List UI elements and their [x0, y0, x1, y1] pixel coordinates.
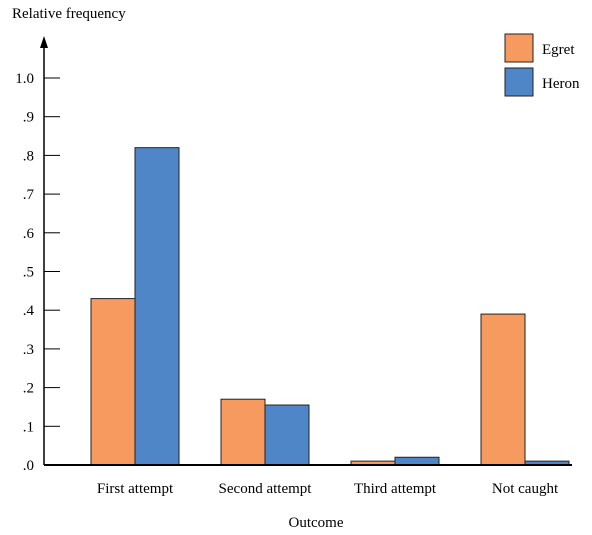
y-axis-arrow-icon — [40, 36, 48, 48]
x-tick-label: Second attempt — [219, 481, 313, 497]
legend-label-egret: Egret — [542, 42, 575, 58]
y-axis-title: Relative frequency — [12, 6, 126, 22]
y-tick-label: .1 — [23, 419, 34, 435]
bar-heron-1 — [264, 404, 310, 466]
y-tick-label: .4 — [23, 303, 35, 319]
bars — [90, 147, 570, 466]
bar-heron-0 — [134, 147, 180, 466]
legend-swatch-egret — [504, 33, 534, 63]
legend-swatch-heron — [504, 67, 534, 97]
y-tick-label: .7 — [23, 187, 35, 203]
x-axis: First attempt Second attempt Third attempt… — [44, 464, 572, 497]
y-axis: .0 .1 .2 .3 .4 .5 .6 .7 .8 .9 1.0 — [15, 36, 60, 474]
y-tick-label: .6 — [23, 226, 35, 242]
bar-egret-3 — [480, 313, 526, 466]
y-tick-label: .0 — [23, 458, 34, 474]
legend-label-heron: Heron — [542, 76, 580, 92]
x-tick-label: Not caught — [492, 481, 559, 497]
y-tick-label: 1.0 — [15, 71, 34, 87]
y-tick-label: .5 — [23, 265, 34, 281]
y-tick-label: .9 — [23, 110, 34, 126]
y-tick-label: .2 — [23, 381, 34, 397]
bar-heron-2 — [394, 456, 440, 466]
bar-egret-0 — [90, 298, 136, 466]
y-tick-label: .8 — [23, 148, 34, 164]
legend: Egret Heron — [504, 33, 580, 97]
x-axis-title: Outcome — [289, 515, 344, 531]
y-tick-label: .3 — [23, 342, 34, 358]
x-tick-label: Third attempt — [354, 481, 437, 497]
x-tick-label: First attempt — [97, 481, 174, 497]
bar-egret-1 — [220, 398, 266, 466]
